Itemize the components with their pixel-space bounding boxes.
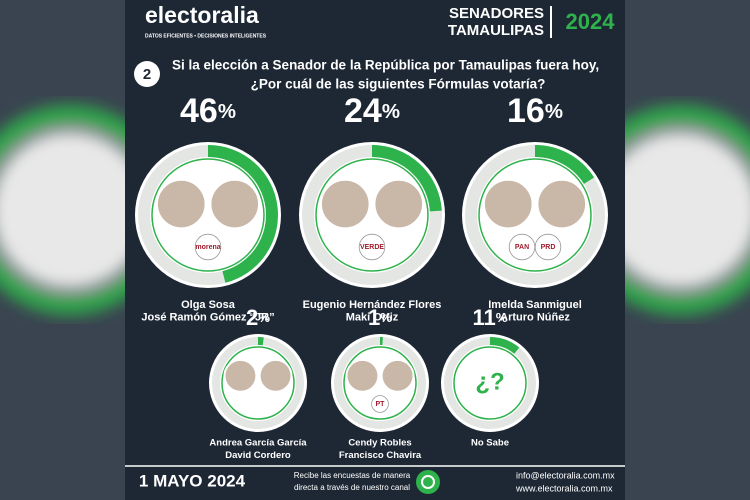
percent-value: 16 — [507, 92, 545, 130]
candidate-photo — [373, 178, 425, 230]
question-badge — [134, 61, 160, 87]
question-line: Si la elección a Senador de la República… — [172, 58, 599, 73]
ring-arc — [207, 145, 278, 283]
party-logo — [371, 395, 389, 413]
party-logo — [194, 233, 222, 261]
website[interactable]: www.electoralia.com.mx — [515, 483, 613, 493]
percent-unit: % — [380, 310, 392, 325]
party-name: PT — [376, 401, 386, 408]
candidate-photo — [380, 358, 415, 393]
percent-label: 16% — [507, 92, 563, 130]
tagline: DATOS EFICIENTES • DECISIONES INTELIGENT… — [145, 33, 267, 39]
ring-inner-edge — [343, 346, 417, 420]
candidate-photo — [482, 178, 534, 230]
divider — [550, 6, 552, 38]
party-name: PAN — [515, 244, 529, 251]
title-line: SENADORES — [449, 5, 544, 22]
candidate-name: José Ramón Gómez “JR” — [141, 311, 274, 323]
party-name: morena — [195, 244, 220, 251]
ring-inner-edge — [478, 158, 592, 272]
candidate-name: Eugenio Hernández Flores — [303, 299, 442, 311]
unknown-icon: ¿? — [475, 368, 504, 395]
candidate-photo — [258, 358, 293, 393]
candidate-name: Arturo Núñez — [500, 311, 570, 323]
title-line: TAMAULIPAS — [448, 22, 544, 39]
percent-label: 46% — [180, 92, 236, 130]
party-logo — [508, 233, 536, 261]
percent-value: 2 — [246, 305, 258, 330]
ring-inner-edge — [151, 158, 265, 272]
email[interactable]: info@electoralia.com.mx — [516, 470, 615, 480]
percent-unit: % — [382, 101, 400, 123]
candidate-photo — [345, 358, 380, 393]
percent-label: 24% — [344, 92, 400, 130]
brand: electoralia — [145, 2, 259, 28]
percent-label: 11% — [473, 305, 508, 330]
percent-label: 2% — [246, 305, 270, 330]
percent-unit: % — [258, 310, 270, 325]
percent-value: 46 — [180, 92, 218, 130]
percent-value: 1 — [368, 305, 380, 330]
percent-value: 24 — [344, 92, 382, 130]
candidate-name: Cendy Robles — [348, 438, 411, 449]
percent-unit: % — [218, 101, 236, 123]
party-logo — [358, 233, 386, 261]
candidate-photo — [209, 178, 261, 230]
whatsapp-glyph — [421, 475, 435, 489]
whatsapp-icon[interactable] — [416, 470, 440, 494]
year: 2024 — [566, 9, 616, 34]
question-line: ¿Por cuál de las siguientes Fórmulas vot… — [251, 77, 546, 92]
candidate-name: Olga Sosa — [181, 299, 236, 311]
party-logo — [534, 233, 562, 261]
ring-inner-edge — [221, 346, 295, 420]
party-name: VERDE — [360, 244, 384, 251]
ring-arc — [489, 337, 520, 354]
percent-value: 11 — [473, 305, 496, 330]
percent-label: 1% — [368, 305, 392, 330]
percent-unit: % — [545, 101, 563, 123]
ring-inner-edge — [315, 158, 429, 272]
ring-arc — [534, 145, 595, 185]
candidate-name: Imelda Sanmiguel — [488, 299, 582, 311]
ring-arc — [371, 145, 442, 212]
candidate-photo — [155, 178, 207, 230]
channel-line: Recibe las encuestas de manera — [294, 471, 411, 480]
candidate-name: David Cordero — [225, 450, 291, 461]
candidate-name: Maki Ortiz — [346, 311, 399, 323]
candidate-name: No Sabe — [471, 438, 509, 449]
footer-date: 1 MAYO 2024 — [139, 471, 246, 490]
percent-unit: % — [496, 310, 508, 325]
channel-line: directa a través de nuestro canal — [294, 483, 410, 492]
candidate-name: Francisco Chavira — [339, 450, 422, 461]
candidate-photo — [536, 178, 588, 230]
candidate-photo — [223, 358, 258, 393]
candidate-name: Andrea García García — [209, 438, 307, 449]
party-name: PRD — [541, 244, 556, 251]
candidate-photo — [319, 178, 371, 230]
question-number: 2 — [143, 66, 151, 83]
ring-inner-edge — [453, 346, 527, 420]
